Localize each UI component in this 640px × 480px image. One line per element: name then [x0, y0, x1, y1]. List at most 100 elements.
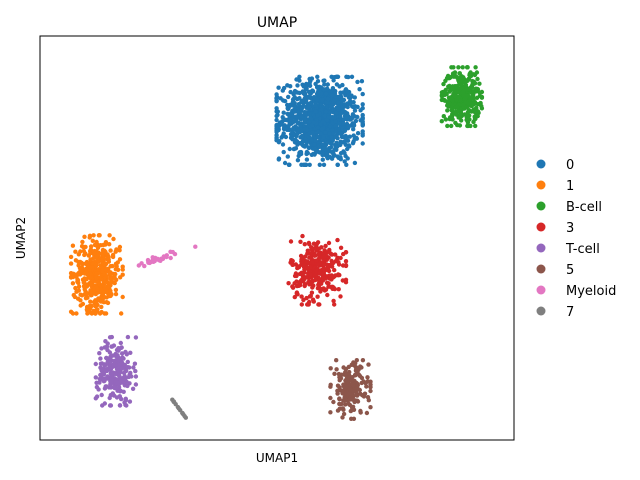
point-b-cell: [474, 89, 479, 94]
point-1: [68, 254, 74, 260]
point-t-cell: [118, 389, 123, 394]
chart-title: UMAP: [257, 15, 297, 31]
point-0: [345, 138, 351, 143]
point-3: [305, 248, 310, 253]
point-0: [280, 142, 286, 147]
point-1: [71, 292, 77, 298]
point-t-cell: [119, 366, 125, 371]
point-3: [294, 273, 299, 279]
point-t-cell: [125, 359, 130, 365]
point-0: [288, 117, 293, 122]
point-1: [120, 294, 125, 300]
point-0: [332, 114, 337, 120]
point-1: [87, 233, 93, 238]
point-3: [321, 266, 326, 271]
point-3: [331, 274, 337, 279]
point-b-cell: [449, 108, 454, 113]
point-0: [335, 74, 341, 80]
point-0: [307, 112, 312, 118]
point-0: [315, 79, 321, 84]
point-3: [323, 287, 329, 292]
point-5: [353, 361, 358, 366]
legend: 0 1 B-cell 3 T-cell 5 Myeloid 7: [536, 158, 616, 320]
point-t-cell: [94, 394, 100, 399]
point-0: [344, 135, 349, 140]
point-0: [354, 136, 359, 141]
point-5: [331, 399, 336, 405]
point-5: [335, 391, 340, 396]
point-1: [118, 275, 123, 280]
point-1: [100, 265, 105, 271]
point-5: [356, 367, 361, 372]
point-0: [307, 93, 312, 99]
point-myeloid: [193, 244, 198, 249]
point-3: [295, 292, 300, 297]
point-0: [337, 94, 342, 100]
point-0: [301, 103, 306, 109]
point-0: [285, 106, 290, 111]
point-b-cell: [456, 108, 461, 114]
point-3: [299, 294, 304, 299]
legend-marker-7: [536, 306, 546, 316]
point-1: [94, 275, 99, 281]
point-3: [325, 292, 330, 298]
point-1: [68, 309, 74, 314]
point-b-cell: [475, 76, 480, 82]
point-0: [301, 91, 306, 96]
point-b-cell: [475, 113, 480, 119]
point-1: [99, 304, 104, 310]
point-3: [316, 252, 321, 257]
point-0: [360, 122, 365, 127]
point-1: [103, 267, 109, 272]
point-0: [308, 89, 313, 95]
legend-label-b-cell: B-cell: [566, 200, 602, 215]
point-0: [348, 94, 354, 100]
point-1: [74, 311, 79, 316]
point-5: [364, 410, 370, 416]
point-1: [82, 234, 87, 239]
point-0: [308, 101, 313, 106]
point-t-cell: [115, 353, 120, 358]
point-0: [318, 131, 323, 136]
point-0: [321, 162, 327, 167]
point-3: [304, 265, 309, 270]
point-3: [300, 272, 305, 277]
point-3: [336, 287, 341, 292]
point-t-cell: [125, 383, 130, 389]
point-0: [282, 160, 288, 166]
point-0: [293, 90, 298, 95]
point-3: [293, 262, 299, 267]
point-3: [292, 281, 297, 286]
point-3: [299, 278, 304, 283]
point-3: [343, 259, 349, 264]
point-0: [360, 91, 365, 97]
point-3: [290, 262, 295, 267]
point-b-cell: [439, 94, 445, 99]
point-0: [315, 125, 321, 130]
point-1: [107, 293, 112, 299]
point-0: [281, 110, 286, 115]
point-1: [120, 267, 125, 272]
point-t-cell: [123, 350, 128, 355]
point-t-cell: [111, 362, 116, 367]
plot-frame: [39, 35, 515, 441]
point-b-cell: [450, 71, 456, 76]
point-myeloid: [142, 263, 147, 269]
point-t-cell: [109, 344, 114, 349]
point-b-cell: [459, 118, 464, 123]
point-b-cell: [471, 72, 476, 77]
point-0: [337, 114, 343, 119]
point-3: [332, 302, 337, 307]
point-1: [110, 252, 116, 258]
point-t-cell: [122, 362, 128, 368]
point-5: [340, 415, 345, 420]
point-5: [328, 366, 333, 371]
point-0: [285, 83, 290, 88]
point-t-cell: [94, 380, 99, 385]
point-1: [119, 311, 124, 316]
point-0: [304, 151, 309, 157]
point-b-cell: [472, 109, 478, 114]
point-1: [106, 257, 111, 262]
point-0: [325, 154, 330, 160]
point-b-cell: [474, 70, 480, 75]
